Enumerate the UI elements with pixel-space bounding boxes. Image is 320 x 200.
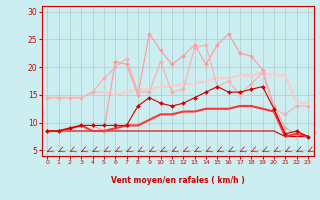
X-axis label: Vent moyen/en rafales ( km/h ): Vent moyen/en rafales ( km/h ) [111,176,244,185]
